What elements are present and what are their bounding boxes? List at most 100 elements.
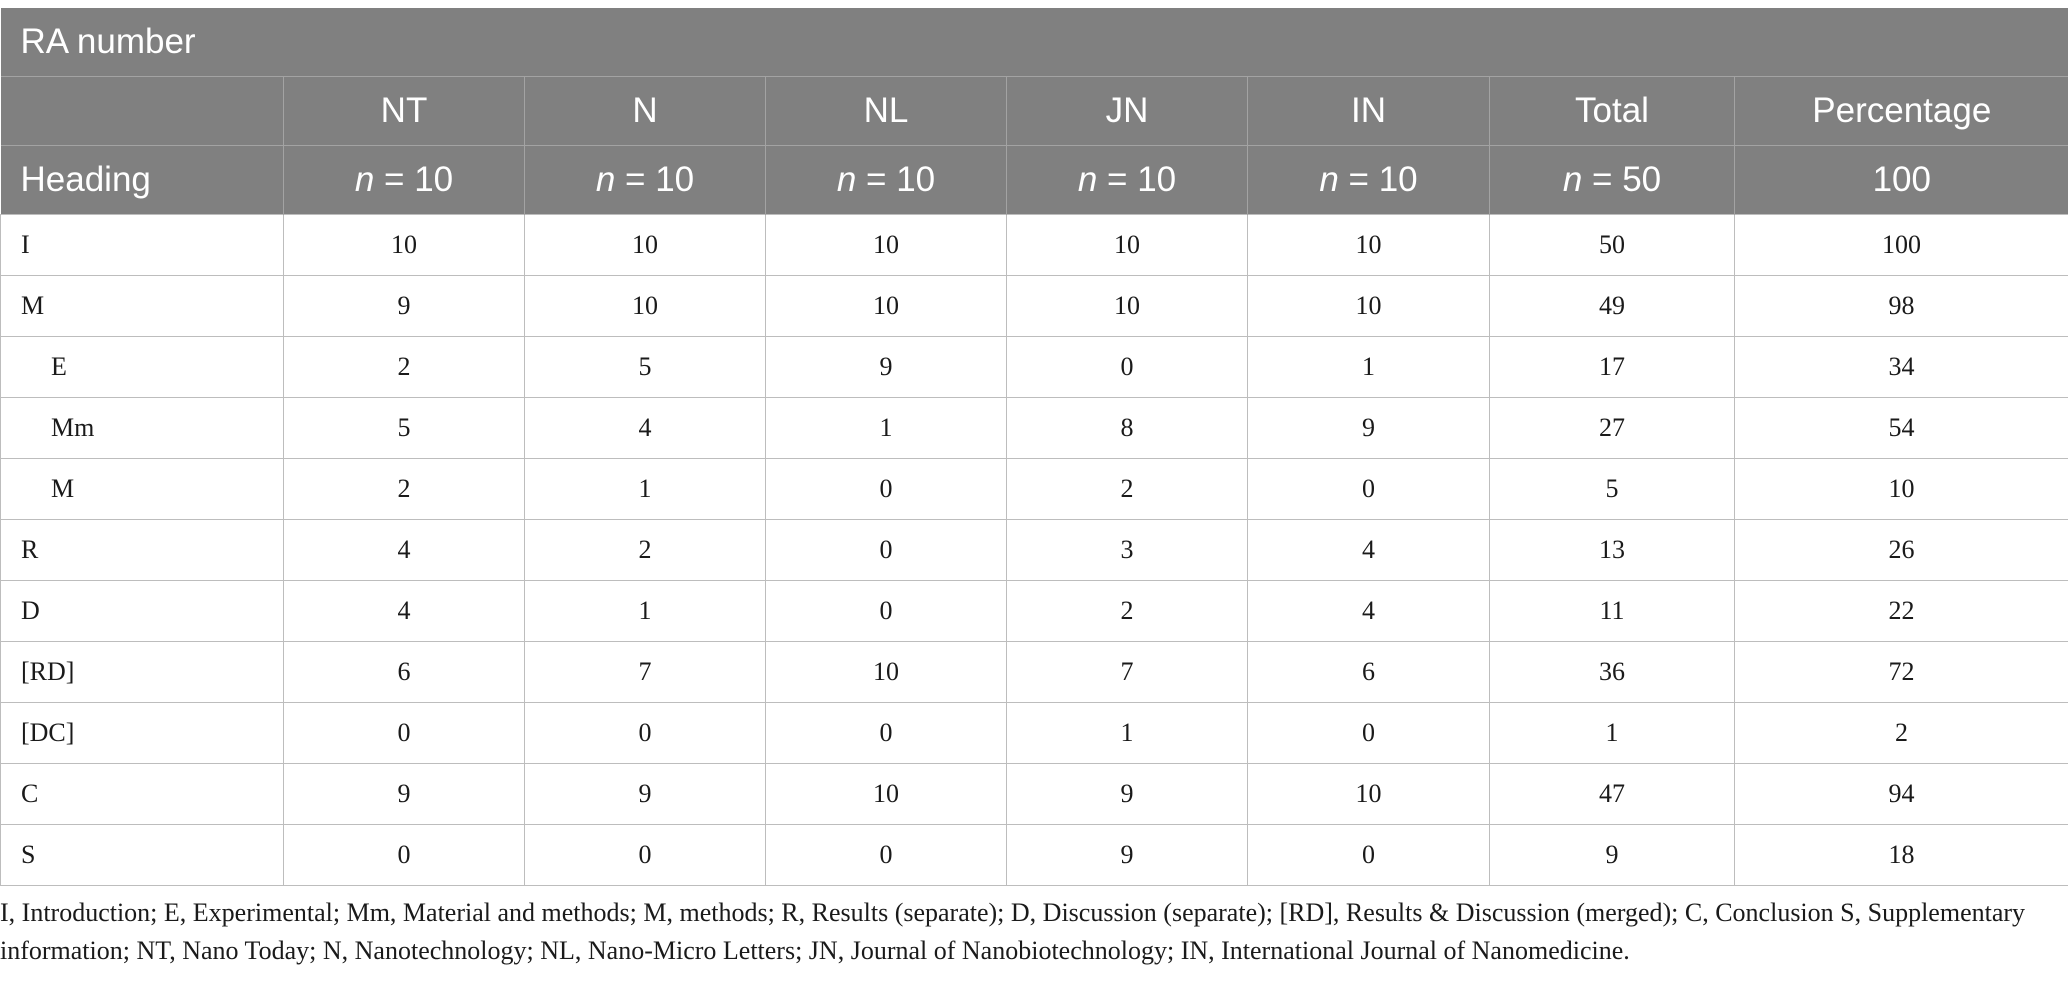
data-table: RA number NT N NL JN IN Total Percentage… [0,8,2068,886]
table-cell: 9 [283,763,525,825]
column-header: N [524,76,766,146]
row-label: D [0,580,284,642]
table-row: S 0 0 0 9 0 9 18 [0,824,2068,886]
table-cell: 2 [1733,702,2068,764]
table-cell: 4 [1247,580,1490,642]
column-header: JN [1006,76,1248,146]
table-cell: 47 [1489,763,1735,825]
table-cell: 10 [1247,275,1490,337]
table-cell: 18 [1733,824,2068,886]
table-cell: 50 [1489,214,1735,276]
column-header-row: NT N NL JN IN Total Percentage [0,76,2068,146]
table-cell: 6 [1247,641,1490,703]
table-cell: 13 [1489,519,1735,581]
table-cell: 0 [1247,824,1490,886]
column-header: Total [1489,76,1735,146]
table-cell: 2 [283,336,525,398]
table-cell: 36 [1489,641,1735,703]
table-cell: 6 [283,641,525,703]
n-value: = 10 [1338,160,1418,199]
table-cell: 49 [1489,275,1735,337]
table-cell: 10 [1006,275,1248,337]
n-value: = 50 [1582,160,1662,199]
sample-size-cell: n = 10 [1006,145,1248,215]
table-cell: 94 [1733,763,2068,825]
table-row: M 9 10 10 10 10 49 98 [0,275,2068,337]
table-cell: 1 [524,580,766,642]
table-cell: 0 [1247,702,1490,764]
table-cell: 4 [524,397,766,459]
table-cell: 10 [1733,458,2068,520]
table-cell: 0 [283,824,525,886]
column-header: NT [283,76,525,146]
table-cell: 1 [524,458,766,520]
table-cell: 4 [283,580,525,642]
n-symbol: n [836,160,857,199]
table-cell: 5 [1489,458,1735,520]
table-cell: 0 [765,580,1007,642]
column-header-blank [0,76,284,146]
table-cell: 10 [1006,214,1248,276]
table-cell: 17 [1489,336,1735,398]
table-cell: 0 [524,824,766,886]
table-cell: 9 [1006,763,1248,825]
table-cell: 10 [524,275,766,337]
n-symbol: n [354,160,375,199]
table-cell: 0 [765,458,1007,520]
table-container: RA number NT N NL JN IN Total Percentage… [0,8,2068,886]
table-title: RA number [0,8,2068,77]
table-row: C 9 9 10 9 10 47 94 [0,763,2068,825]
table-cell: 0 [765,824,1007,886]
table-cell: 1 [765,397,1007,459]
table-cell: 1 [1006,702,1248,764]
sample-size-cell: n = 10 [524,145,766,215]
table-body: I 10 10 10 10 10 50 100 M 9 10 10 10 10 49 98 E 2 5 9 0 1 17 34… [0,214,2068,886]
table-footnote: I, Introduction; E, Experimental; Mm, Ma… [0,898,2026,965]
table-cell: 100 [1733,214,2068,276]
table-cell: 1 [1247,336,1490,398]
table-row: D 4 1 0 2 4 11 22 [0,580,2068,642]
n-symbol: n [1077,160,1098,199]
table-cell: 72 [1733,641,2068,703]
table-cell: 9 [283,275,525,337]
table-title-row: RA number [0,8,2068,77]
table-row: Mm 5 4 1 8 9 27 54 [0,397,2068,459]
sample-size-cell: n = 10 [1247,145,1490,215]
table-cell: 4 [1247,519,1490,581]
table-cell: 10 [765,641,1007,703]
table-row: E 2 5 9 0 1 17 34 [0,336,2068,398]
sample-size-cell: 100 [1733,145,2068,215]
table-cell: 5 [283,397,525,459]
table-cell: 1 [1489,702,1735,764]
row-label: Mm [0,397,284,459]
table-cell: 5 [524,336,766,398]
table-cell: 0 [1006,336,1248,398]
table-cell: 0 [765,519,1007,581]
table-row: I 10 10 10 10 10 50 100 [0,214,2068,276]
row-label: M [0,275,284,337]
table-cell: 0 [524,702,766,764]
table-cell: 10 [1247,214,1490,276]
table-cell: 2 [1006,458,1248,520]
table-cell: 54 [1733,397,2068,459]
table-cell: 0 [283,702,525,764]
table-cell: 2 [283,458,525,520]
sample-size-cell: n = 10 [283,145,525,215]
n-value: 100 [1872,160,1931,199]
row-label: [RD] [0,641,284,703]
table-row: [DC] 0 0 0 1 0 1 2 [0,702,2068,764]
n-symbol: n [1562,160,1583,199]
table-cell: 8 [1006,397,1248,459]
table-cell: 10 [765,214,1007,276]
table-cell: 2 [524,519,766,581]
table-cell: 98 [1733,275,2068,337]
sample-size-cell: n = 10 [765,145,1007,215]
sample-size-row: Heading n = 10 n = 10 n = 10 n = 10 n = … [0,145,2068,215]
n-value: = 10 [374,160,454,199]
table-cell: 9 [1489,824,1735,886]
row-label: [DC] [0,702,284,764]
n-symbol: n [595,160,616,199]
heading-label: Heading [0,145,284,215]
column-header: NL [765,76,1007,146]
table-cell: 9 [1006,824,1248,886]
